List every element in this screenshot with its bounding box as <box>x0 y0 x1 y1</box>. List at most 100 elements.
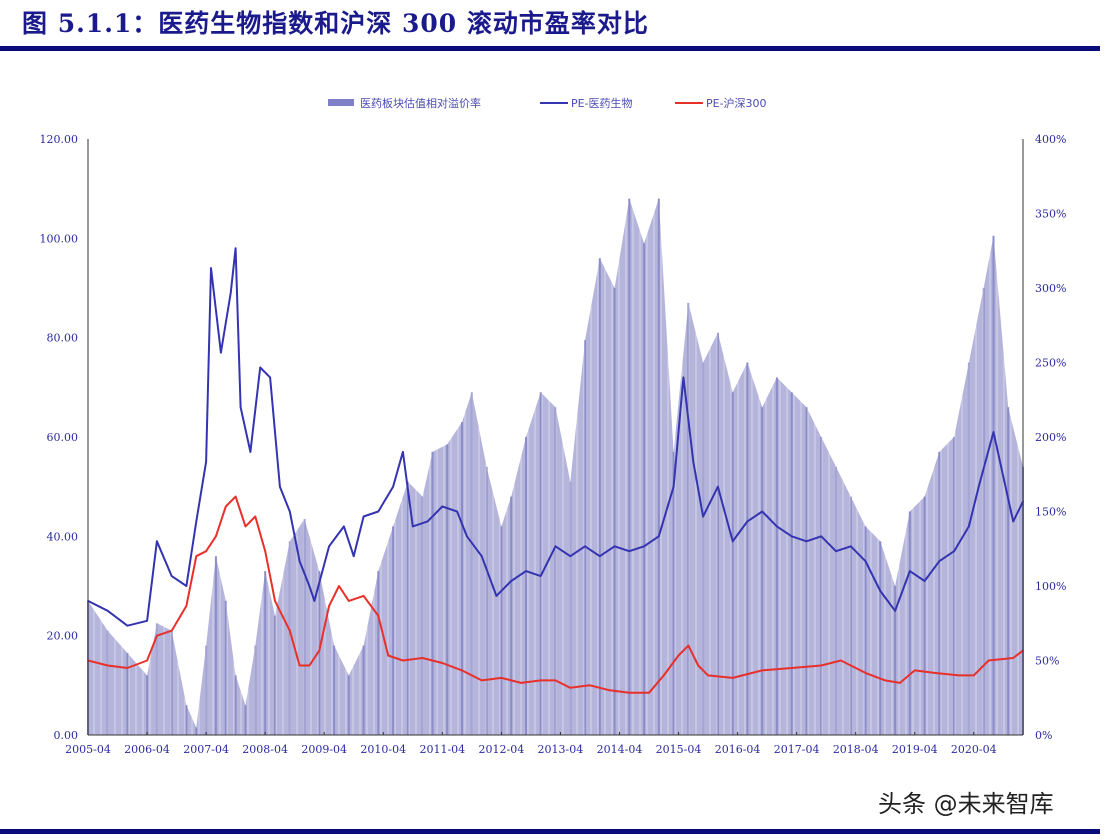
pe-hs300-line-point <box>884 679 886 682</box>
pe-pharma-line-point <box>599 555 601 557</box>
premium-bar <box>214 556 217 735</box>
pe-pharma-line-point <box>412 525 414 528</box>
pe-hs300-line-point <box>185 605 188 607</box>
pe-hs300-line-point <box>461 669 463 672</box>
pe-pharma-line-point <box>352 555 355 557</box>
pe-pharma-line-point <box>402 451 404 453</box>
premium-bar <box>485 466 488 735</box>
pe-pharma-line-point <box>1002 475 1005 478</box>
pe-pharma-line-point <box>977 485 980 488</box>
premium-bar <box>687 302 690 735</box>
pe-hs300-line-point <box>387 654 390 657</box>
premium-bars <box>87 139 1024 736</box>
pe-hs300-line-point <box>441 662 444 664</box>
pe-hs300-line-point <box>377 615 380 617</box>
y-right-tick-label: 100% <box>1035 580 1066 593</box>
pe-pharma-line-point <box>672 485 675 488</box>
y-right-tick-label: 250% <box>1035 357 1066 370</box>
pe-pharma-line-point <box>643 545 645 548</box>
premium-bar <box>879 541 882 735</box>
pe-pharma-line-point <box>525 570 527 572</box>
pe-hs300-line-point <box>628 692 631 694</box>
y-right-tick-label: 350% <box>1035 208 1066 221</box>
pe-pharma-line-point <box>210 267 212 269</box>
pe-hs300-line-point <box>707 674 709 677</box>
y-left-tick-label: 60.00 <box>47 431 79 444</box>
pe-pharma-line-point <box>717 485 719 488</box>
pe-hs300-line-point <box>106 664 109 667</box>
premium-bar <box>953 437 956 735</box>
x-tick-label: 2006-04 <box>124 743 170 756</box>
premium-bar <box>347 675 350 735</box>
premium-bar <box>234 675 237 735</box>
pe-pharma-line-point <box>864 560 867 562</box>
pe-pharma-line-point <box>953 550 955 552</box>
pe-pharma-line-point <box>731 540 734 543</box>
y-left-tick-label: 0.00 <box>54 729 79 742</box>
x-tick-label: 2012-04 <box>479 743 525 756</box>
pe-hs300-line-point <box>608 689 611 692</box>
pe-hs300-line-point <box>318 649 321 652</box>
pe-hs300-line-point <box>244 525 247 528</box>
pe-hs300-line-point <box>761 669 763 672</box>
premium-bar <box>539 392 542 735</box>
pe-hs300-line-point <box>254 515 257 518</box>
x-tick-label: 2008-04 <box>242 743 288 756</box>
x-tick-label: 2020-04 <box>951 743 997 756</box>
pe-hs300-line-point <box>225 505 227 508</box>
pe-hs300-line-point <box>790 667 793 669</box>
pe-hs300-line-point <box>328 605 330 607</box>
pe-hs300-line-point <box>500 677 503 679</box>
y-left-tick-label: 20.00 <box>47 630 79 643</box>
pe-lines <box>87 247 1024 694</box>
premium-bar <box>613 288 616 735</box>
premium-bar <box>318 571 321 735</box>
figure-title: 图 5.1.1：医药生物指数和沪深 300 滚动市盈率对比 <box>22 9 649 38</box>
pe-pharma-line-point <box>968 525 970 528</box>
premium-bar <box>938 451 941 735</box>
pe-hs300-line-point <box>170 629 173 632</box>
pe-pharma-line-point <box>146 620 148 622</box>
premium-bar <box>303 519 306 735</box>
pe-hs300-line-point <box>569 687 572 689</box>
x-tick-label: 2019-04 <box>892 743 938 756</box>
pe-pharma-line-point <box>658 535 660 538</box>
premium-bar <box>446 444 449 735</box>
pe-hs300-line-point <box>697 664 699 667</box>
premium-bar <box>672 451 675 735</box>
pe-pharma-line-point <box>805 540 808 543</box>
pe-pharma-line-point <box>682 376 685 379</box>
pe-hs300-line-point <box>289 629 291 632</box>
pe-hs300-line-point <box>663 674 665 677</box>
pe-hs300-line-point <box>298 664 301 667</box>
premium-bar <box>923 496 926 735</box>
pe-pharma-line-point <box>308 585 311 587</box>
premium-bar <box>864 526 867 735</box>
pe-pharma-line-point <box>554 545 557 548</box>
y-left-tick-label: 120.00 <box>40 133 79 146</box>
premium-bar <box>992 235 995 736</box>
bottom-rule <box>0 829 1100 834</box>
pe-hs300-line-point <box>338 585 340 587</box>
y-right-tick-label: 400% <box>1035 133 1066 146</box>
pe-hs300-line-point <box>205 550 207 552</box>
premium-bar <box>406 481 409 735</box>
y-right-tick-label: 200% <box>1035 431 1066 444</box>
pe-hs300-line-point <box>731 677 734 679</box>
x-tick-label: 2014-04 <box>597 743 643 756</box>
pe-pharma-line-point <box>628 550 631 552</box>
pe-hs300-line-point <box>520 682 522 684</box>
pe-hs300-line-point <box>308 664 311 667</box>
x-tick-label: 2005-04 <box>65 743 111 756</box>
y-right-tick-label: 0% <box>1035 729 1052 742</box>
premium-bar <box>657 198 660 736</box>
pe-pharma-line-point <box>313 600 316 602</box>
pe-pharma-line-point <box>259 366 262 369</box>
pe-pharma-line-point <box>480 555 483 557</box>
pe-pharma-line-point <box>377 510 380 513</box>
pe-hs300-line-point <box>156 634 158 637</box>
x-tick-label: 2007-04 <box>183 743 229 756</box>
premium-bar <box>264 571 267 735</box>
watermark: 头条 @未来智库 <box>878 790 1054 818</box>
